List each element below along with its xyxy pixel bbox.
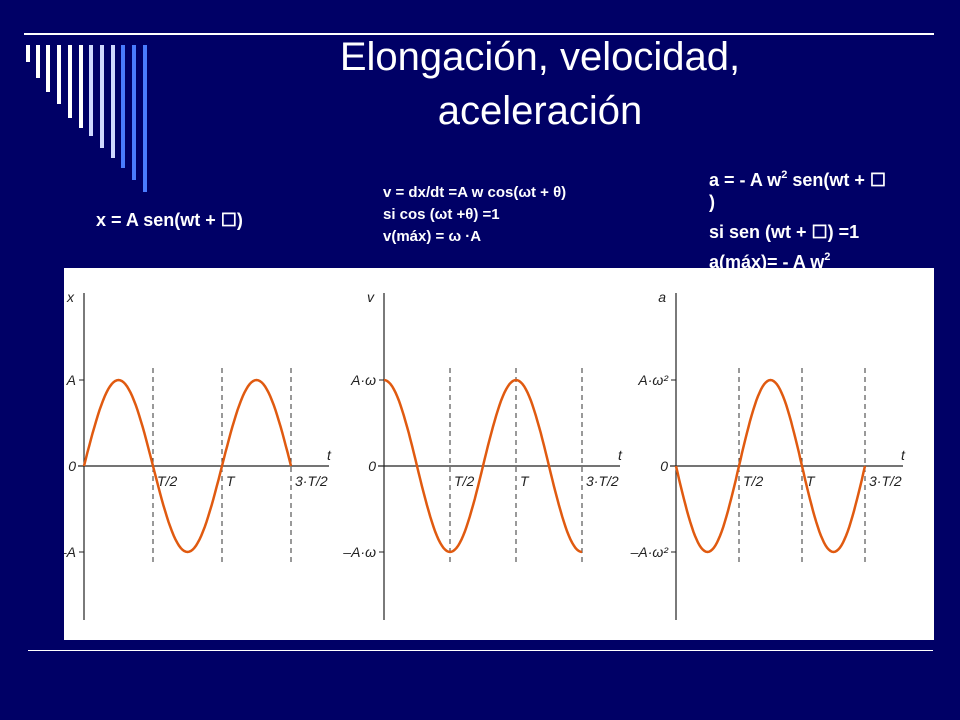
equation-velocity: v = dx/dt =A w cos(ωt + θ) si cos (ωt +θ… [383,182,566,248]
tick-label: T [226,473,236,489]
equation-acceleration: a = - A w2 sen(wt + ☐ ) si sen (wt + ☐) … [709,165,886,277]
axis-label: v [367,289,375,305]
amp-pos-label: A·ω² [637,372,669,388]
graphs-panel: x A –A 0 T/2 T 3·T/2 t v A·ω –A·ω 0 T/2 T 3·T/2 t a A·ω² –… [58,268,934,640]
t-axis-label: t [618,447,623,463]
stripe-bar [36,45,40,78]
amp-neg-label: –A [64,544,76,560]
tick-label: T [806,473,816,489]
axis-label: x [66,289,75,305]
title-line-2: aceleración [437,89,643,133]
stripe-bar [26,45,30,62]
curve-v [383,378,583,554]
stripe-bar [68,45,72,118]
amp-pos-label: A·ω [350,372,376,388]
stripe-bar [57,45,61,104]
t-axis-label: t [327,447,332,463]
equation-elongation: x = A sen(wt + ☐) [96,210,243,231]
curve-a [674,378,867,554]
equation-elongation-line: x = A sen(wt + ☐) [96,210,243,230]
tick-label: T/2 [157,473,177,489]
stripe-bar [143,45,147,192]
stripe-bar [121,45,125,168]
stripe-bar [100,45,104,148]
page-title: Elongación, velocidad, aceleración [300,30,780,138]
equation-acceleration-line-1: a = - A w2 sen(wt + ☐ [709,169,886,191]
equation-acceleration-line-2: ) [709,192,715,212]
amp-neg-label: –A·ω [342,544,376,560]
title-line-1: Elongación, velocidad, [339,35,741,79]
stripe-bar [46,45,50,92]
tick-label: 3·T/2 [586,473,619,489]
equation-velocity-line-2: si cos (ωt +θ) =1 [383,206,500,223]
curve-x [82,378,293,554]
amp-pos-label: A [66,372,76,388]
stripe-bar [89,45,93,136]
graph-v: v A·ω –A·ω 0 T/2 T 3·T/2 t [342,289,623,620]
t-axis-label: t [901,447,906,463]
axis-label: a [658,289,666,305]
graph-a: a A·ω² –A·ω² 0 T/2 T 3·T/2 t [630,289,906,620]
stripe-bar [132,45,136,180]
zero-label: 0 [68,458,76,474]
graph-x: x A –A 0 T/2 T 3·T/2 t [58,289,332,620]
bottom-rule [28,650,933,651]
equation-velocity-line-1: v = dx/dt =A w cos(ωt + θ) [383,184,567,201]
title-top-rule [24,33,934,35]
tick-label: T [520,473,530,489]
stripe-bar [79,45,83,128]
tick-label: 3·T/2 [295,473,328,489]
decorative-stripes [26,45,147,192]
tick-label: T/2 [454,473,474,489]
equation-velocity-line-3: v(máx) = ω ·A [383,228,482,245]
zero-label: 0 [368,458,376,474]
equation-acceleration-line-4: a(máx)= - A w2 [709,251,831,273]
stripe-bar [111,45,115,158]
zero-label: 0 [660,458,668,474]
tick-label: 3·T/2 [869,473,902,489]
tick-label: T/2 [743,473,763,489]
amp-neg-label: –A·ω² [630,544,670,560]
equation-acceleration-line-3: si sen (wt + ☐) =1 [709,222,860,242]
graphs-svg: x A –A 0 T/2 T 3·T/2 t v A·ω –A·ω 0 T/2 T 3·T/2 t a A·ω² –… [58,289,906,620]
